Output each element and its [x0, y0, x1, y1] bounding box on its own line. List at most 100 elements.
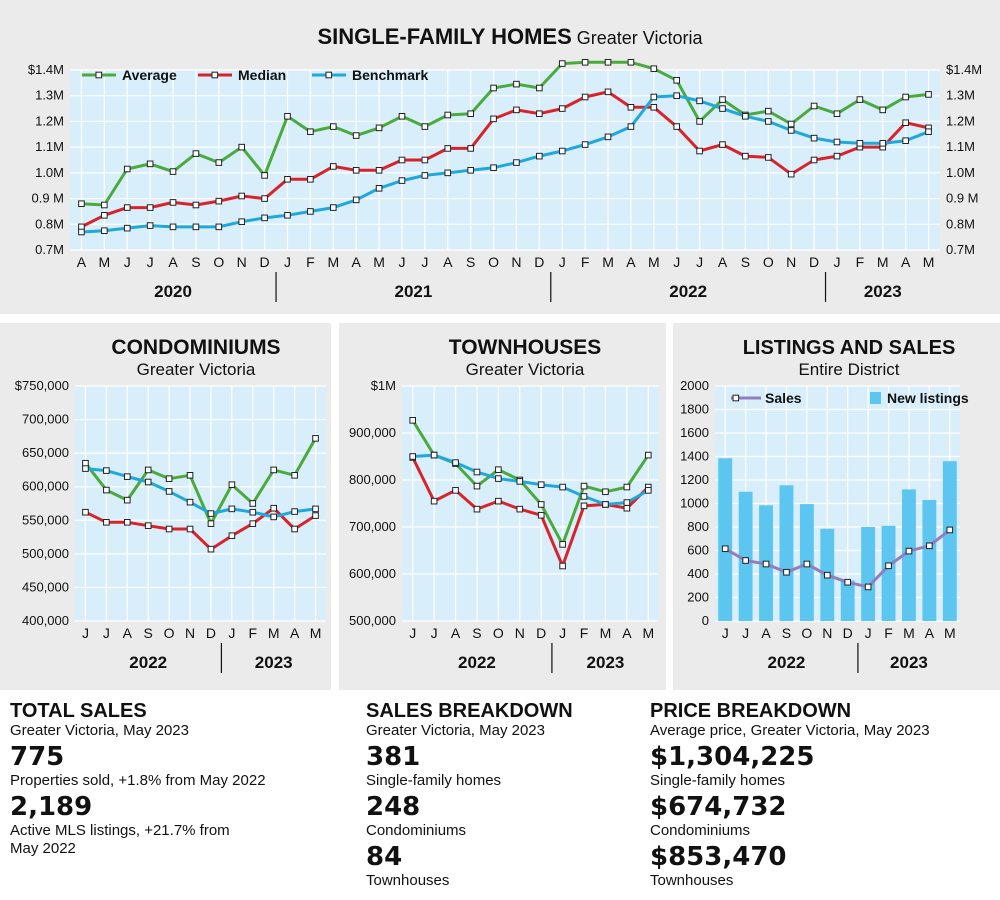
townhouses-point-benchmark: [580, 493, 588, 500]
condominiums-point-average: [82, 459, 89, 467]
listings_sales-point-sales: [721, 545, 729, 553]
condominiums-point-benchmark: [82, 465, 89, 472]
condominiums-point-median: [165, 525, 173, 533]
townhouses-ytick-label: 500,000: [349, 613, 396, 628]
single_family-ytick-label-right: 0.9 M: [946, 191, 979, 206]
single_family-point-median: [558, 105, 566, 112]
condominiums-point-benchmark: [228, 505, 236, 513]
single_family-point-average: [581, 58, 589, 66]
single_family-point-benchmark: [146, 222, 154, 229]
condominiums-point-average: [207, 520, 215, 527]
single_family-point-median: [169, 199, 177, 206]
townhouses-ytick-label: 600,000: [349, 566, 396, 581]
single_family-year-label: 2023: [864, 282, 902, 301]
sales-breakdown-heading: SALES BREAKDOWN: [366, 700, 573, 722]
single_family-point-benchmark: [215, 223, 223, 231]
single_family-point-median: [719, 141, 726, 148]
single_family-point-average: [490, 84, 497, 92]
single_family-point-median: [375, 166, 383, 174]
listings_sales-ytick-label: 1800: [680, 402, 709, 417]
single_family-ytick-label: 1.0M: [35, 165, 64, 180]
single_family-xtick-label: A: [718, 254, 728, 270]
single_family-ytick-label: 0.9 M: [31, 191, 64, 206]
condominiums-point-median: [249, 520, 257, 527]
single_family-point-benchmark: [490, 164, 497, 172]
single_family-ytick-label-right: 1.3M: [946, 88, 975, 103]
single_family-ytick-label: 0.8M: [35, 216, 64, 231]
single_family-point-benchmark: [101, 227, 108, 235]
townhouses-point-benchmark: [452, 459, 459, 466]
listings_sales-point-sales: [946, 526, 954, 534]
condominiums-point-average: [144, 466, 152, 474]
townhouses-point-average: [644, 451, 652, 459]
townhouses-xtick-label: J: [409, 625, 416, 641]
single_family-xtick-label: M: [602, 254, 614, 270]
single_family-xtick-label: M: [648, 254, 660, 270]
townhouses-ytick-label: 900,000: [349, 425, 396, 440]
condominiums-point-median: [228, 532, 236, 540]
single_family-point-median: [146, 204, 154, 211]
single_family-line-benchmark: [81, 94, 930, 234]
listings_sales-ytick-label: 1400: [680, 449, 709, 464]
single_family-xtick-label: F: [856, 254, 865, 270]
condominiums-line-median: [84, 506, 317, 551]
listings_sales-xtick-label: A: [925, 625, 935, 641]
townhouses-point-benchmark: [409, 453, 417, 460]
townhouses-point-median: [623, 504, 631, 512]
sf-price-value: $1,304,225: [650, 742, 815, 772]
listings_sales-xtick-label: O: [801, 625, 812, 641]
condominiums-xtick-label: N: [185, 625, 195, 641]
townhouses-point-average: [409, 417, 417, 424]
single_family-point-average: [764, 107, 772, 115]
single_family-point-median: [764, 154, 772, 161]
townhouses-point-median: [473, 505, 481, 513]
condominiums-point-benchmark: [123, 473, 131, 480]
price-breakdown-heading: PRICE BREAKDOWN: [650, 700, 852, 722]
single_family-point-median: [421, 156, 429, 164]
townhouse-sales-label: Townhouses: [366, 872, 450, 889]
condominiums-point-median: [123, 519, 131, 526]
single_family-point-average: [329, 123, 337, 130]
listings_sales-title: LISTINGS AND SALES: [743, 337, 956, 359]
listings_sales-point-sales: [864, 583, 872, 591]
townhouses-point-benchmark: [473, 468, 481, 476]
condominiums-point-average: [103, 486, 110, 494]
condominiums-xtick-label: A: [290, 625, 300, 641]
single_family-xtick-label: J: [124, 254, 131, 270]
single_family-point-benchmark: [123, 224, 131, 232]
single_family-point-benchmark: [421, 172, 429, 179]
listings_sales-ytick-label: 400: [687, 566, 709, 581]
condo-price-label: Condominiums: [650, 822, 751, 839]
single_family-year-label: 2021: [395, 282, 433, 301]
single-family-panel: SINGLE-FAMILY HOMES Greater Victoria 0.7M…: [0, 0, 1000, 314]
listings_sales-ytick-label: 1200: [680, 472, 709, 487]
single_family-ytick-label: 1.3M: [35, 88, 64, 103]
condominiums-year-label: 2023: [255, 653, 293, 672]
single_family-legend-marker-benchmark: [325, 71, 333, 79]
listings_sales-xtick-label: F: [884, 625, 893, 641]
condominiums-point-median: [186, 525, 194, 533]
single_family-point-benchmark: [787, 127, 795, 134]
townhouses-xtick-label: F: [580, 625, 589, 641]
listings_sales-point-sales: [783, 568, 790, 576]
single_family-point-median: [123, 204, 131, 211]
single_family-point-median: [742, 152, 749, 160]
single_family-year-label: 2020: [154, 282, 192, 301]
single_family-point-average: [650, 65, 658, 73]
single_family-xtick-label: A: [443, 254, 453, 270]
condominiums-xtick-label: O: [164, 625, 175, 641]
condominiums-year-label: 2022: [129, 653, 167, 672]
listings_sales-bar-new-listings: [881, 525, 896, 621]
single_family-point-average: [123, 165, 131, 173]
townhouse-price-value: $853,470: [650, 842, 787, 872]
single_family-xtick-label: O: [763, 254, 774, 270]
single_family-ytick-label: $1.4M: [28, 62, 64, 77]
single_family-point-median: [673, 123, 681, 130]
townhouses-point-median: [537, 511, 545, 519]
single_family-year-label: 2022: [669, 282, 707, 301]
condominiums-point-median: [144, 522, 152, 529]
condominiums-point-benchmark: [312, 505, 319, 513]
single_family-legend-label-benchmark: Benchmark: [352, 67, 428, 83]
single_family-point-average: [536, 84, 543, 92]
single_family-point-average: [352, 132, 360, 139]
